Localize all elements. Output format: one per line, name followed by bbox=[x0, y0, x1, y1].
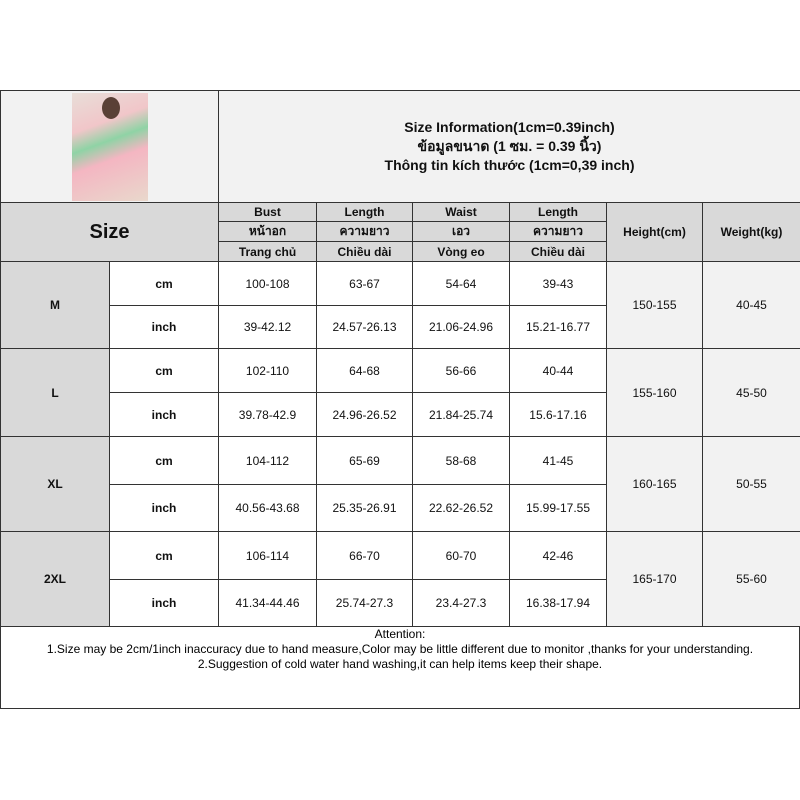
size-chart: Size Information(1cm=0.39inch) ข้อมูลขนา… bbox=[0, 90, 800, 627]
measurement-cell: 41-45 bbox=[509, 436, 607, 485]
height-cell: 150-155 bbox=[606, 261, 703, 349]
measurement-cell: 21.06-24.96 bbox=[412, 305, 510, 349]
measurement-cell: 16.38-17.94 bbox=[509, 579, 607, 627]
measurement-cell: 102-110 bbox=[218, 348, 317, 393]
unit-label: inch bbox=[109, 484, 219, 532]
measurement-cell: 15.21-16.77 bbox=[509, 305, 607, 349]
size-label: L bbox=[0, 348, 110, 437]
col-header-en: Length bbox=[316, 202, 413, 222]
measurement-cell: 106-114 bbox=[218, 531, 317, 580]
measurement-cell: 39-42.12 bbox=[218, 305, 317, 349]
height-cell: 165-170 bbox=[606, 531, 703, 627]
col-header-th: เอว bbox=[412, 221, 510, 242]
size-label: M bbox=[0, 261, 110, 349]
measurement-cell: 24.57-26.13 bbox=[316, 305, 413, 349]
measurement-cell: 66-70 bbox=[316, 531, 413, 580]
measurement-cell: 15.99-17.55 bbox=[509, 484, 607, 532]
unit-label: cm bbox=[109, 531, 219, 580]
table-row: inch 39.78-42.9 24.96-26.52 21.84-25.74 15.6… bbox=[1, 392, 800, 437]
unit-label: inch bbox=[109, 579, 219, 627]
measurement-cell: 104-112 bbox=[218, 436, 317, 485]
product-photo bbox=[71, 92, 148, 201]
height-cell: 155-160 bbox=[606, 348, 703, 437]
col-header-en: Length bbox=[509, 202, 607, 222]
weight-cell: 40-45 bbox=[702, 261, 800, 349]
measurement-cell: 25.35-26.91 bbox=[316, 484, 413, 532]
col-header-vi: Chiều dài bbox=[509, 241, 607, 262]
table-row: inch 39-42.12 24.57-26.13 21.06-24.96 15.21-… bbox=[1, 305, 800, 349]
measurement-cell: 65-69 bbox=[316, 436, 413, 485]
measurement-cell: 63-67 bbox=[316, 261, 413, 306]
height-header: Height(cm) bbox=[606, 202, 703, 262]
table-row: 2XL cm 106-114 66-70 60-70 42-46 165-170 55-60 bbox=[0, 531, 800, 627]
measurement-cell: 15.6-17.16 bbox=[509, 392, 607, 437]
col-header-en: Waist bbox=[412, 202, 510, 222]
measurement-cell: 42-46 bbox=[509, 531, 607, 580]
title-cell: Size Information(1cm=0.39inch) ข้อมูลขนา… bbox=[218, 90, 800, 203]
title-th: ข้อมูลขนาด (1 ซม. = 0.39 นิ้ว) bbox=[417, 138, 602, 154]
table-row: inch 41.34-44.46 25.74-27.3 23.4-27.3 16.38-… bbox=[1, 579, 800, 627]
unit-label: cm bbox=[109, 348, 219, 393]
table-row: XL cm 104-112 65-69 58-68 41-45 160-165 50-55 bbox=[0, 436, 800, 532]
measurement-cell: 39-43 bbox=[509, 261, 607, 306]
size-label: XL bbox=[0, 436, 110, 532]
measurement-cell: 56-66 bbox=[412, 348, 510, 393]
size-header: Size bbox=[0, 202, 219, 262]
unit-label: inch bbox=[109, 305, 219, 349]
measurement-cell: 39.78-42.9 bbox=[218, 392, 317, 437]
title-en: Size Information(1cm=0.39inch) bbox=[404, 119, 615, 135]
measurement-cell: 60-70 bbox=[412, 531, 510, 580]
weight-cell: 50-55 bbox=[702, 436, 800, 532]
measurement-cell: 22.62-26.52 bbox=[412, 484, 510, 532]
size-label: 2XL bbox=[0, 531, 110, 627]
col-header-vi: Vòng eo bbox=[412, 241, 510, 262]
title-vi: Thông tin kích thước (1cm=0,39 inch) bbox=[384, 157, 635, 173]
weight-cell: 55-60 bbox=[702, 531, 800, 627]
measurement-cell: 21.84-25.74 bbox=[412, 392, 510, 437]
attention-notes: Attention: 1.Size may be 2cm/1inch inacc… bbox=[0, 626, 800, 709]
table-row: inch 40.56-43.68 25.35-26.91 22.62-26.52 15.… bbox=[1, 484, 800, 532]
measurement-cell: 100-108 bbox=[218, 261, 317, 306]
notes-heading: Attention: bbox=[374, 627, 426, 641]
col-header-th: ความยาว bbox=[509, 221, 607, 242]
measurement-cell: 64-68 bbox=[316, 348, 413, 393]
measurement-cell: 54-64 bbox=[412, 261, 510, 306]
col-header-th: หน้าอก bbox=[218, 221, 317, 242]
unit-label: inch bbox=[109, 392, 219, 437]
product-photo-cell bbox=[0, 90, 219, 203]
notes-line-1: 1.Size may be 2cm/1inch inaccuracy due t… bbox=[46, 642, 754, 656]
measurement-cell: 58-68 bbox=[412, 436, 510, 485]
col-header-vi: Trang chủ bbox=[218, 241, 317, 262]
col-header-vi: Chiều dài bbox=[316, 241, 413, 262]
col-header-th: ความยาว bbox=[316, 221, 413, 242]
notes-line-2: 2.Suggestion of cold water hand washing,… bbox=[197, 657, 603, 671]
weight-header: Weight(kg) bbox=[702, 202, 800, 262]
unit-label: cm bbox=[109, 261, 219, 306]
measurement-cell: 40-44 bbox=[509, 348, 607, 393]
height-cell: 160-165 bbox=[606, 436, 703, 532]
measurement-cell: 25.74-27.3 bbox=[316, 579, 413, 627]
measurement-cell: 24.96-26.52 bbox=[316, 392, 413, 437]
unit-label: cm bbox=[109, 436, 219, 485]
weight-cell: 45-50 bbox=[702, 348, 800, 437]
measurement-cell: 40.56-43.68 bbox=[218, 484, 317, 532]
measurement-cell: 41.34-44.46 bbox=[218, 579, 317, 627]
col-header-en: Bust bbox=[218, 202, 317, 222]
measurement-cell: 23.4-27.3 bbox=[412, 579, 510, 627]
